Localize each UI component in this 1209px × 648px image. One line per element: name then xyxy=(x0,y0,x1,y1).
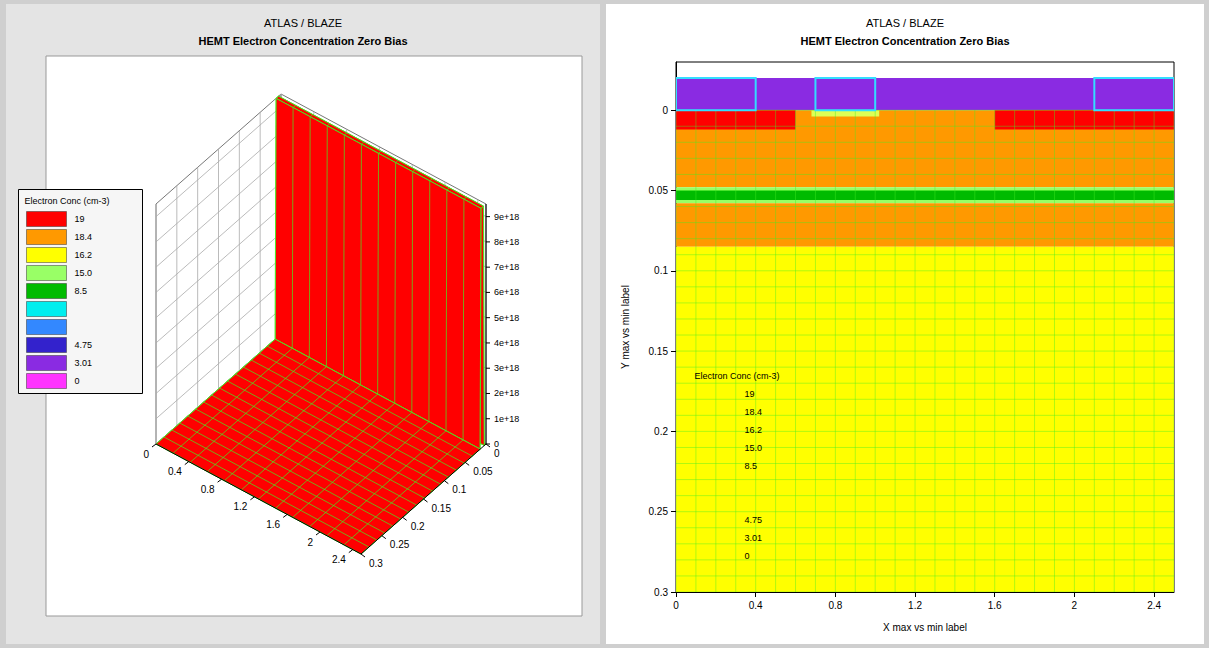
svg-text:15.0: 15.0 xyxy=(75,268,93,278)
svg-text:0.8: 0.8 xyxy=(201,484,215,495)
svg-text:Y max vs min label: Y max vs min label xyxy=(620,285,631,369)
svg-text:8.5: 8.5 xyxy=(75,286,88,296)
svg-text:2e+18: 2e+18 xyxy=(494,388,519,398)
svg-text:8e+18: 8e+18 xyxy=(494,237,519,247)
svg-text:0.25: 0.25 xyxy=(390,539,410,550)
svg-text:0.2: 0.2 xyxy=(654,426,668,437)
svg-text:18.4: 18.4 xyxy=(75,232,93,242)
svg-text:0.05: 0.05 xyxy=(649,185,669,196)
svg-text:ATLAS / BLAZE: ATLAS / BLAZE xyxy=(264,17,342,29)
svg-text:0.1: 0.1 xyxy=(654,265,668,276)
svg-text:0.05: 0.05 xyxy=(473,466,493,477)
svg-text:2.4: 2.4 xyxy=(1147,600,1161,611)
svg-text:0.3: 0.3 xyxy=(654,587,668,598)
svg-text:19: 19 xyxy=(75,214,85,224)
svg-text:0.8: 0.8 xyxy=(828,600,842,611)
svg-text:0: 0 xyxy=(75,376,80,386)
svg-text:16.2: 16.2 xyxy=(75,250,93,260)
svg-text:0: 0 xyxy=(745,551,750,561)
svg-text:4.75: 4.75 xyxy=(75,340,93,350)
svg-text:16.2: 16.2 xyxy=(745,425,763,435)
svg-text:4e+18: 4e+18 xyxy=(494,338,519,348)
svg-text:6e+18: 6e+18 xyxy=(494,287,519,297)
svg-text:9e+18: 9e+18 xyxy=(494,212,519,222)
svg-text:19: 19 xyxy=(745,389,755,399)
svg-text:1e+18: 1e+18 xyxy=(494,414,519,424)
svg-text:X max vs min label: X max vs min label xyxy=(883,622,967,633)
svg-text:HEMT Electron Concentration Ze: HEMT Electron Concentration Zero Bias xyxy=(198,35,407,47)
svg-text:0.3: 0.3 xyxy=(369,558,383,569)
svg-text:0.4: 0.4 xyxy=(749,600,763,611)
svg-text:0.4: 0.4 xyxy=(168,466,182,477)
svg-text:0.15: 0.15 xyxy=(432,503,452,514)
svg-text:0: 0 xyxy=(673,600,679,611)
svg-text:2: 2 xyxy=(307,537,313,548)
svg-text:4.75: 4.75 xyxy=(745,515,763,525)
svg-text:0: 0 xyxy=(143,449,149,460)
svg-text:1.6: 1.6 xyxy=(266,519,280,530)
svg-text:1.6: 1.6 xyxy=(988,600,1002,611)
svg-text:ATLAS / BLAZE: ATLAS / BLAZE xyxy=(866,17,944,29)
svg-text:2: 2 xyxy=(1072,600,1078,611)
svg-text:HEMT Electron Concentration Ze: HEMT Electron Concentration Zero Bias xyxy=(800,35,1009,47)
svg-text:0: 0 xyxy=(494,439,499,449)
svg-text:5e+18: 5e+18 xyxy=(494,313,519,323)
svg-text:Electron Conc (cm-3): Electron Conc (cm-3) xyxy=(695,371,780,381)
svg-text:0.2: 0.2 xyxy=(411,521,425,532)
svg-text:8.5: 8.5 xyxy=(745,461,758,471)
svg-text:3.01: 3.01 xyxy=(745,533,763,543)
svg-text:3e+18: 3e+18 xyxy=(494,363,519,373)
svg-text:0.15: 0.15 xyxy=(649,346,669,357)
svg-text:1.2: 1.2 xyxy=(233,501,247,512)
svg-text:1.2: 1.2 xyxy=(908,600,922,611)
svg-text:3.01: 3.01 xyxy=(75,358,93,368)
svg-text:18.4: 18.4 xyxy=(745,407,763,417)
svg-text:2.4: 2.4 xyxy=(332,554,346,565)
svg-text:0: 0 xyxy=(494,448,500,459)
svg-text:0.1: 0.1 xyxy=(452,484,466,495)
svg-text:15.0: 15.0 xyxy=(745,443,763,453)
svg-text:0: 0 xyxy=(662,105,668,116)
svg-text:7e+18: 7e+18 xyxy=(494,262,519,272)
svg-text:0.25: 0.25 xyxy=(649,506,669,517)
svg-text:Electron Conc (cm-3): Electron Conc (cm-3) xyxy=(25,196,110,206)
